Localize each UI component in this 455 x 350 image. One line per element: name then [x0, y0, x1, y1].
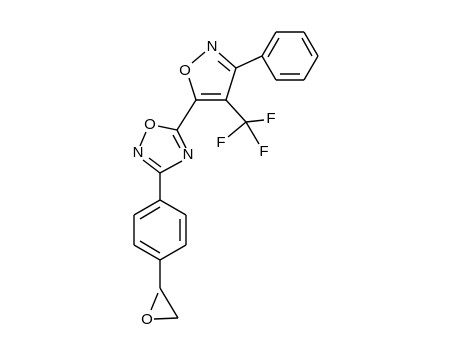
atom-label: F: [259, 143, 268, 160]
atom-label: O: [141, 311, 153, 328]
atom-label: N: [207, 38, 218, 55]
bonds: [133, 31, 319, 320]
atom-label: N: [133, 144, 144, 161]
atom-label: N: [183, 146, 194, 163]
atom-label: F: [266, 110, 275, 127]
atom-label: O: [144, 116, 156, 133]
atom-label: O: [179, 62, 191, 79]
atom-label: F: [216, 134, 225, 151]
